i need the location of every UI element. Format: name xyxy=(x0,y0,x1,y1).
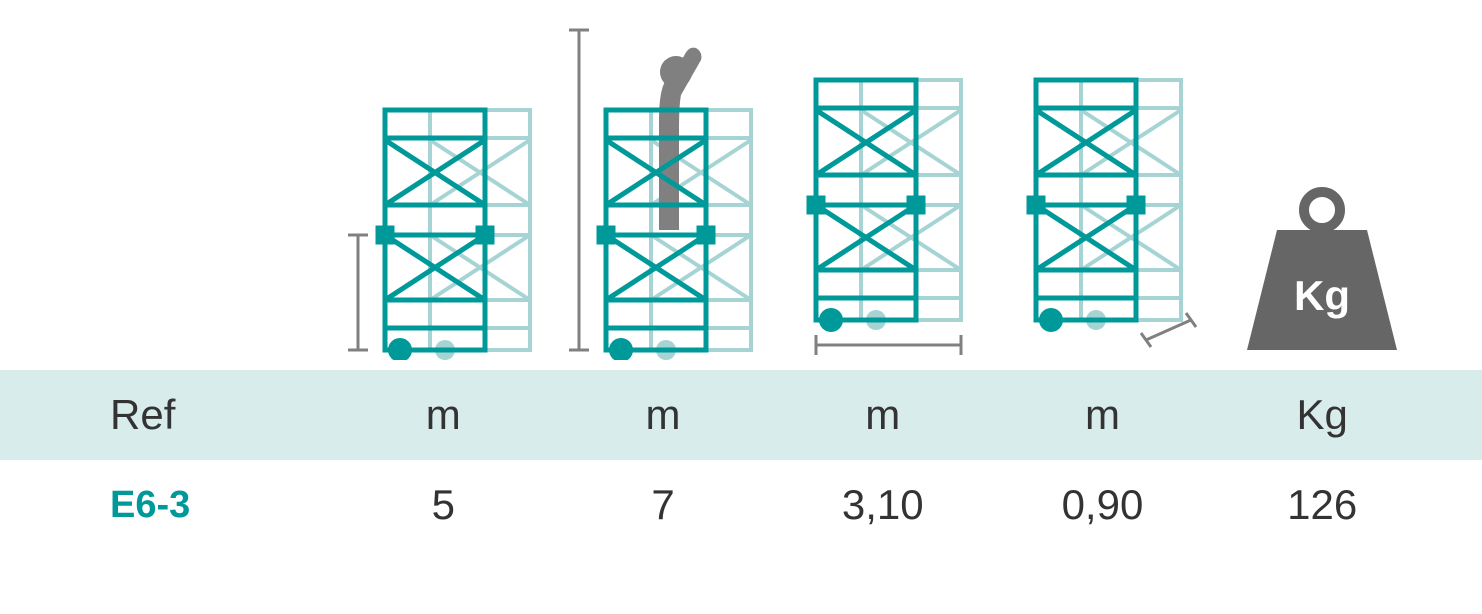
td-working-height: 7 xyxy=(553,481,773,529)
table-data-row: E6-3 5 7 3,10 0,90 126 xyxy=(0,460,1482,550)
td-depth: 0,90 xyxy=(993,481,1213,529)
product-spec-diagram: Kg Ref m m m m Kg E6-3 5 7 3,10 0,90 126 xyxy=(0,0,1482,614)
weight-icon-label: Kg xyxy=(1294,272,1350,319)
th-width: m xyxy=(773,391,993,439)
table-header-row: Ref m m m m Kg xyxy=(0,370,1482,460)
th-ref: Ref xyxy=(50,391,333,439)
icon-depth xyxy=(991,50,1211,360)
th-platform-height: m xyxy=(333,391,553,439)
icon-working-height xyxy=(551,20,771,360)
th-weight: Kg xyxy=(1212,391,1432,439)
icon-width xyxy=(771,50,991,360)
th-working-height: m xyxy=(553,391,773,439)
icon-platform-height xyxy=(330,60,550,360)
td-platform-height: 5 xyxy=(333,481,553,529)
spec-table: Ref m m m m Kg E6-3 5 7 3,10 0,90 126 xyxy=(0,370,1482,550)
td-weight: 126 xyxy=(1212,481,1432,529)
td-ref: E6-3 xyxy=(50,484,333,527)
th-depth: m xyxy=(993,391,1213,439)
icons-row: Kg xyxy=(0,0,1482,370)
td-width: 3,10 xyxy=(773,481,993,529)
icon-weight: Kg xyxy=(1212,180,1432,360)
